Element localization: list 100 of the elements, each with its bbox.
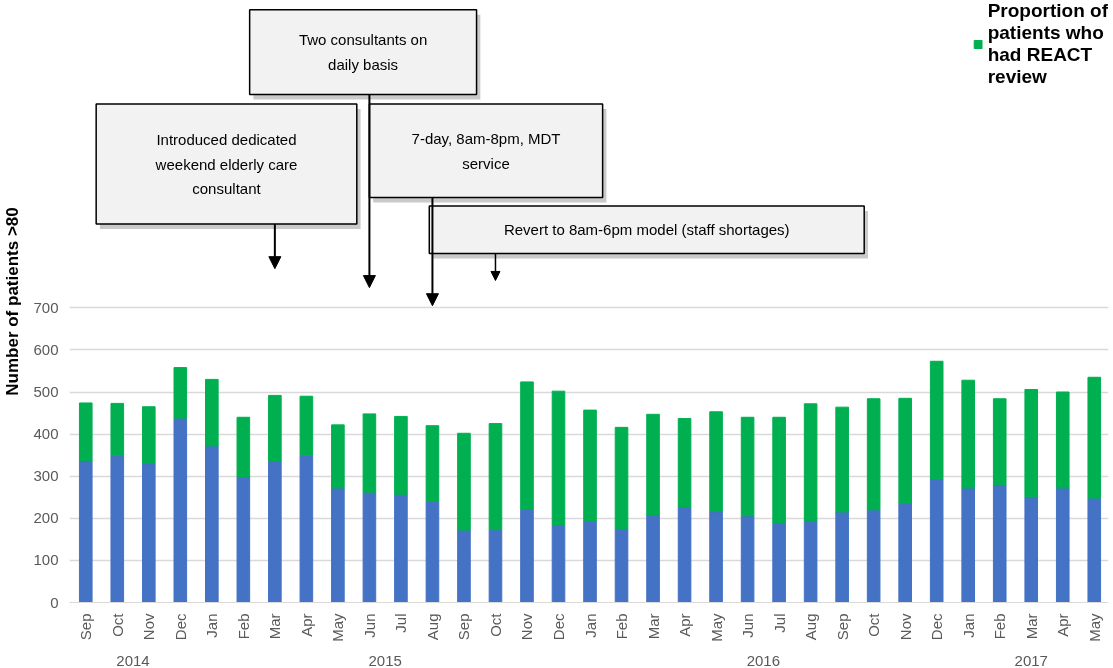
x-tick-label: Mar (644, 613, 662, 640)
x-tick-label: Jan (959, 613, 977, 638)
x-tick-label: Sep (833, 613, 851, 641)
x-tick-label: Jun (739, 613, 757, 638)
bar (1087, 376, 1102, 499)
bar (394, 415, 408, 495)
x-tick-label: Feb (234, 613, 252, 640)
x-tick-label: Oct (486, 612, 504, 637)
bar (268, 394, 282, 462)
bar (803, 403, 818, 521)
bar (488, 423, 503, 531)
x-tick-label: Aug (423, 613, 441, 641)
bar (331, 424, 345, 489)
x-tick-label: Apr (1054, 613, 1072, 637)
x-tick-label: Nov (896, 613, 914, 641)
bar (866, 398, 881, 511)
bar (425, 500, 440, 603)
bar (110, 454, 125, 603)
text: 2016 (746, 651, 781, 668)
bar (362, 413, 377, 493)
y-tick-label: 0 (50, 593, 59, 611)
legend-label: Proportion of patients who had REACT review (987, 0, 1108, 88)
y-tick-label: 200 (33, 509, 59, 527)
y-tick-label: 300 (33, 467, 59, 485)
bar (898, 397, 912, 504)
bar (268, 460, 282, 603)
bar (677, 418, 692, 508)
bar (520, 381, 534, 510)
text: 7-day, 8am-8pm, MDT service (411, 129, 561, 172)
bar (740, 416, 755, 517)
x-tick-label: Jun (360, 613, 378, 638)
x-tick-label: Sep (455, 613, 473, 641)
bar (394, 493, 408, 603)
bar (236, 416, 251, 478)
bar (835, 511, 849, 603)
bar (677, 506, 692, 603)
x-tick-label: Aug (802, 613, 820, 641)
bar (1055, 487, 1070, 603)
bar (457, 432, 471, 531)
bar (898, 502, 912, 603)
bar (110, 402, 125, 456)
y-tick-label: 500 (33, 383, 59, 401)
x-tick-label: Sep (77, 613, 95, 641)
bar (992, 484, 1007, 603)
bar (457, 529, 471, 603)
y-axis-title: Number of patients >80 (3, 207, 23, 396)
x-tick-label: Dec (550, 613, 567, 641)
bar (583, 520, 597, 603)
bar (425, 425, 440, 502)
bar (835, 406, 849, 513)
bar (929, 360, 944, 480)
bar (1024, 388, 1039, 498)
bar (709, 411, 723, 513)
x-tick-label: Jul (392, 613, 410, 633)
x-tick-label: May (1085, 613, 1103, 642)
bar (551, 524, 566, 603)
x-tick-label: Jan (203, 613, 221, 638)
bar (173, 417, 188, 603)
x-tick-label: Feb (613, 613, 631, 640)
bar (583, 409, 597, 522)
bar (1087, 497, 1102, 603)
bar (520, 508, 534, 603)
bar (961, 379, 976, 489)
bar (362, 491, 377, 603)
bar (331, 487, 345, 603)
text: Two consultants on daily basis (298, 31, 428, 73)
x-tick-label: Nov (518, 613, 536, 641)
text: 2017 (1014, 651, 1048, 668)
bar (1055, 391, 1070, 489)
bar (78, 402, 93, 462)
bar (551, 390, 566, 526)
bar (614, 527, 629, 603)
text: Introduced dedicated weekend elderly care consultant (154, 130, 298, 198)
bar (929, 478, 944, 603)
text: Revert to 8am-6pm model (staff shortages) (503, 221, 790, 239)
bar (205, 378, 219, 447)
bar (709, 511, 723, 603)
bar (299, 454, 314, 603)
bar (78, 460, 93, 603)
bar (1024, 496, 1039, 603)
bar (992, 398, 1007, 486)
bar (772, 416, 786, 524)
x-tick-label: Jul (770, 613, 788, 633)
bar (740, 515, 755, 603)
x-tick-label: May (707, 613, 725, 642)
x-tick-label: Mar (1022, 613, 1040, 640)
bar (646, 514, 660, 603)
bar (772, 522, 786, 603)
x-tick-label: Apr (297, 613, 315, 637)
bar (614, 426, 629, 529)
bar (299, 395, 314, 456)
bar (488, 529, 503, 603)
x-tick-label: Dec (171, 613, 189, 641)
x-tick-label: Nov (140, 613, 158, 641)
bar (141, 463, 156, 603)
text: 2015 (368, 651, 402, 668)
y-tick-label: 600 (33, 340, 59, 358)
text: 2014 (116, 651, 150, 668)
bar (236, 476, 251, 603)
bar (803, 519, 818, 603)
